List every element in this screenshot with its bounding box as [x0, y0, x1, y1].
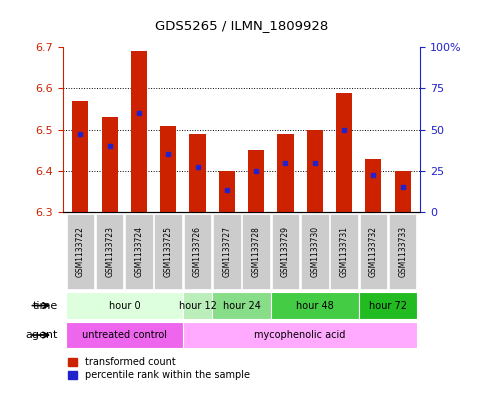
Bar — [212, 292, 271, 319]
Text: hour 48: hour 48 — [296, 301, 334, 310]
Text: GSM1133732: GSM1133732 — [369, 226, 378, 277]
Text: GSM1133731: GSM1133731 — [340, 226, 349, 277]
Text: GSM1133726: GSM1133726 — [193, 226, 202, 277]
Text: time: time — [33, 301, 58, 310]
Text: GSM1133733: GSM1133733 — [398, 226, 407, 277]
Bar — [189, 134, 206, 212]
Text: GDS5265 / ILMN_1809928: GDS5265 / ILMN_1809928 — [155, 19, 328, 32]
Legend: transformed count, percentile rank within the sample: transformed count, percentile rank withi… — [68, 357, 250, 380]
Text: agent: agent — [26, 330, 58, 340]
Text: untreated control: untreated control — [82, 330, 167, 340]
Bar — [242, 214, 270, 289]
Bar — [184, 214, 212, 289]
Bar — [66, 292, 183, 319]
Bar — [271, 292, 359, 319]
Bar — [395, 171, 411, 212]
Bar — [72, 101, 88, 212]
Bar — [359, 292, 417, 319]
Bar — [160, 126, 176, 212]
Text: GSM1133723: GSM1133723 — [105, 226, 114, 277]
Bar — [96, 214, 124, 289]
Text: hour 72: hour 72 — [369, 301, 407, 310]
Bar — [336, 93, 352, 212]
Text: GSM1133725: GSM1133725 — [164, 226, 173, 277]
Bar — [183, 322, 417, 348]
Text: hour 0: hour 0 — [109, 301, 140, 310]
Text: hour 24: hour 24 — [223, 301, 260, 310]
Bar — [219, 171, 235, 212]
Bar — [131, 51, 147, 212]
Text: GSM1133729: GSM1133729 — [281, 226, 290, 277]
Bar — [101, 118, 118, 212]
Bar — [330, 214, 358, 289]
Bar — [389, 214, 416, 289]
Text: GSM1133727: GSM1133727 — [222, 226, 231, 277]
Text: GSM1133722: GSM1133722 — [76, 226, 85, 277]
Bar — [301, 214, 328, 289]
Bar — [67, 214, 94, 289]
Text: mycophenolic acid: mycophenolic acid — [255, 330, 346, 340]
Text: GSM1133728: GSM1133728 — [252, 226, 261, 277]
Text: hour 12: hour 12 — [179, 301, 216, 310]
Bar — [213, 214, 241, 289]
Text: GSM1133724: GSM1133724 — [134, 226, 143, 277]
Bar — [307, 130, 323, 212]
Bar — [277, 134, 294, 212]
Bar — [183, 292, 212, 319]
Bar — [155, 214, 182, 289]
Bar — [66, 322, 183, 348]
Bar — [359, 214, 387, 289]
Text: GSM1133730: GSM1133730 — [310, 226, 319, 277]
Bar — [248, 151, 264, 212]
Bar — [125, 214, 153, 289]
Bar — [271, 214, 299, 289]
Bar — [365, 159, 382, 212]
